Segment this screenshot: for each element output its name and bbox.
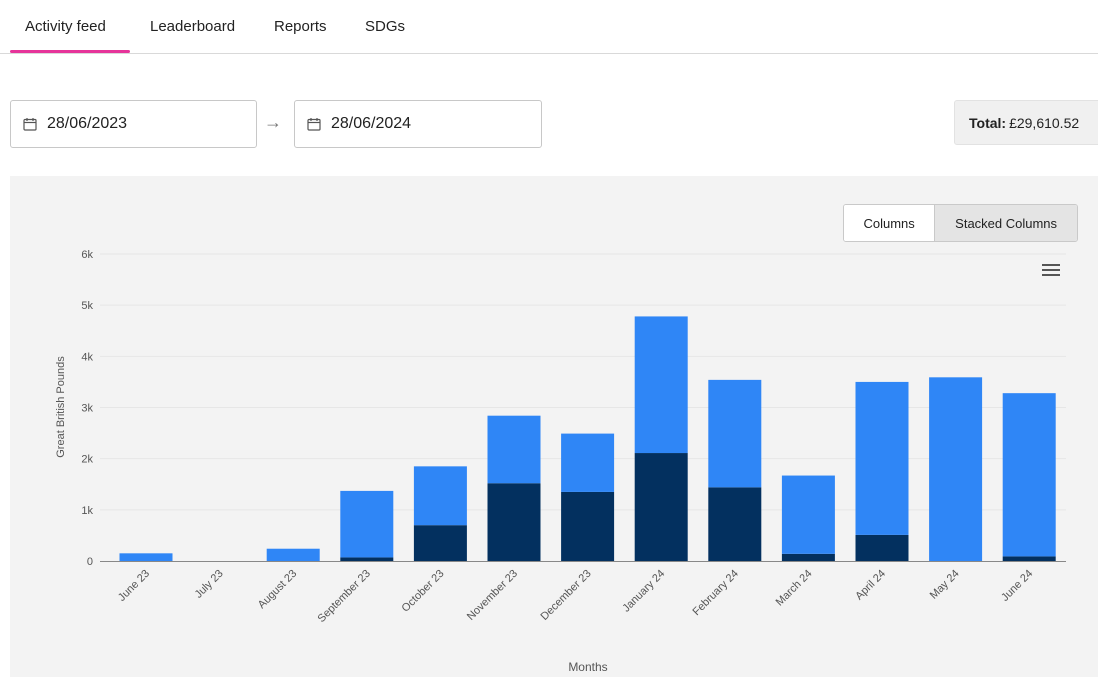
bar-segment [266,548,320,561]
bar-segment [634,316,688,454]
y-tick-label: 6k [81,249,93,261]
bar-segment [1002,393,1056,557]
total-badge: Total: £29,610.52 [954,100,1098,145]
chart-panel [10,176,1098,677]
tab-bar: Activity feed Leaderboard Reports SDGs [0,0,1098,54]
chart-menu-icon[interactable] [1042,264,1060,278]
y-tick-label: 3k [81,403,93,415]
end-date-picker[interactable]: 28/06/2024 [294,100,542,148]
total-label: Total: [969,114,1007,131]
tab-activity-feed[interactable]: Activity feed [25,18,106,35]
x-tick-label: December 23 [539,568,594,623]
x-tick-label: May 24 [928,568,962,602]
range-arrow-icon: → [264,112,282,132]
bar-segment [929,377,983,561]
x-tick-label: August 23 [256,568,300,612]
bar-segment [634,453,688,561]
tab-reports[interactable]: Reports [274,18,327,35]
total-value: £29,610.52 [1009,114,1080,131]
tab-leaderboard[interactable]: Leaderboard [150,18,236,35]
start-date-picker[interactable]: 28/06/2023 [10,100,257,148]
x-tick-label: September 23 [316,568,373,625]
start-date-value: 28/06/2023 [47,115,128,132]
bar-segment [413,466,467,526]
end-date-value: 28/06/2024 [331,115,412,132]
bar-segment [340,490,394,558]
calendar-icon [23,118,37,131]
columns-button[interactable]: Columns [844,205,936,241]
x-tick-label: April 24 [853,568,888,603]
bar-segment [413,525,467,561]
bar-segment [119,553,173,561]
y-tick-label: 5k [81,300,93,312]
tab-sdgs[interactable]: SDGs [365,18,406,35]
bar-segment [855,534,909,561]
bar-segment [781,475,835,554]
bar-segment [561,491,615,561]
bar-segment [708,379,762,488]
x-axis-title: Months [568,660,607,674]
chart-type-toggle: Columns Stacked Columns [843,204,1078,242]
x-tick-label: February 24 [690,568,740,618]
x-tick-label: November 23 [465,568,520,623]
y-tick-label: 2k [81,454,93,466]
x-tick-label: March 24 [774,568,815,609]
y-tick-label: 0 [87,556,93,568]
y-tick-label: 4k [81,351,93,363]
x-tick-label: October 23 [400,568,447,615]
x-tick-label: July 23 [193,568,226,601]
bar-segment [781,553,835,561]
bar-segment [561,433,615,492]
calendar-icon [307,118,321,131]
x-tick-label: June 23 [116,568,152,604]
bar-segment [487,483,541,561]
bar-segment [1002,556,1056,561]
stacked-columns-button[interactable]: Stacked Columns [935,205,1077,241]
x-tick-label: June 24 [999,568,1035,604]
bar-segment [855,381,909,535]
bar-segment [708,487,762,561]
bar-segment [340,557,394,561]
active-tab-indicator [10,50,130,53]
y-tick-label: 1k [81,505,93,517]
bar-segment [487,415,541,484]
x-tick-label: January 24 [620,568,667,615]
y-axis-title: Great British Pounds [55,356,67,458]
